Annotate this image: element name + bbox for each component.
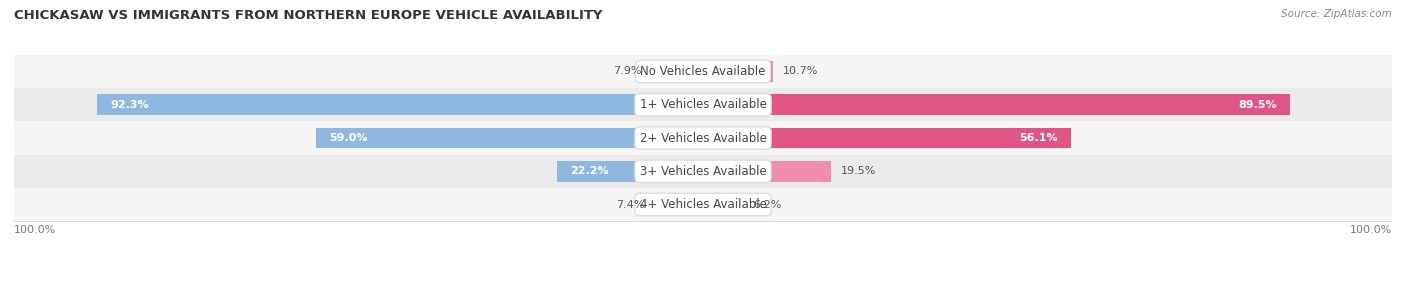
- Text: 10.7%: 10.7%: [783, 66, 818, 76]
- Bar: [14, 88, 1392, 121]
- Bar: [557, 161, 703, 182]
- Bar: [703, 61, 773, 82]
- Text: 7.4%: 7.4%: [616, 200, 644, 210]
- Text: 6.2%: 6.2%: [754, 200, 782, 210]
- Text: 100.0%: 100.0%: [1350, 225, 1392, 235]
- Bar: [14, 121, 1392, 155]
- Text: Source: ZipAtlas.com: Source: ZipAtlas.com: [1281, 9, 1392, 19]
- Text: No Vehicles Available: No Vehicles Available: [640, 65, 766, 78]
- Text: 89.5%: 89.5%: [1239, 100, 1277, 110]
- Bar: [97, 94, 703, 115]
- Text: 2+ Vehicles Available: 2+ Vehicles Available: [640, 132, 766, 144]
- Text: 7.9%: 7.9%: [613, 66, 641, 76]
- Bar: [14, 188, 1392, 221]
- Text: 59.0%: 59.0%: [329, 133, 367, 143]
- Bar: [703, 161, 831, 182]
- Bar: [703, 94, 1291, 115]
- Bar: [654, 194, 703, 215]
- Bar: [14, 155, 1392, 188]
- Text: 100.0%: 100.0%: [14, 225, 56, 235]
- Bar: [316, 128, 703, 148]
- Text: 56.1%: 56.1%: [1019, 133, 1057, 143]
- Text: 22.2%: 22.2%: [571, 166, 609, 176]
- Text: CHICKASAW VS IMMIGRANTS FROM NORTHERN EUROPE VEHICLE AVAILABILITY: CHICKASAW VS IMMIGRANTS FROM NORTHERN EU…: [14, 9, 603, 21]
- Bar: [703, 194, 744, 215]
- Bar: [703, 128, 1071, 148]
- Text: 3+ Vehicles Available: 3+ Vehicles Available: [640, 165, 766, 178]
- Text: 1+ Vehicles Available: 1+ Vehicles Available: [640, 98, 766, 111]
- Bar: [651, 61, 703, 82]
- Text: 4+ Vehicles Available: 4+ Vehicles Available: [640, 198, 766, 211]
- Text: 92.3%: 92.3%: [111, 100, 149, 110]
- Text: 19.5%: 19.5%: [841, 166, 876, 176]
- Bar: [14, 55, 1392, 88]
